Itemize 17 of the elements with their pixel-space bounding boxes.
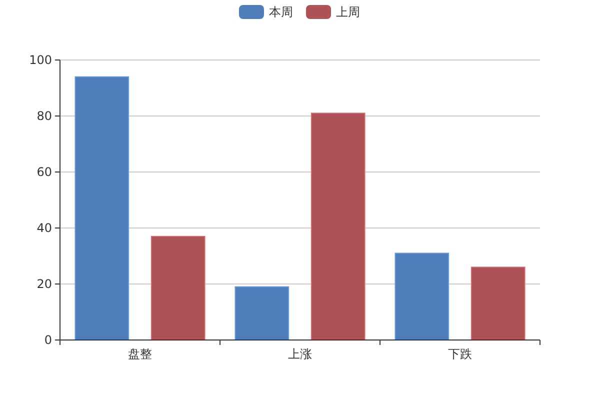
x-tick-label: 下跌 [448, 347, 472, 361]
bar [470, 266, 526, 340]
y-tick-label: 40 [36, 221, 52, 236]
y-tick-label: 20 [36, 277, 52, 292]
y-tick-label: 60 [36, 165, 52, 180]
x-tick-label: 上涨 [288, 347, 312, 361]
bar [234, 286, 290, 340]
y-tick-label: 100 [29, 53, 52, 68]
bar [150, 236, 206, 340]
x-tick-label: 盘整 [128, 347, 152, 361]
y-tick-label: 80 [36, 109, 52, 124]
bar [310, 112, 366, 340]
bar [74, 76, 130, 340]
y-tick-label: 0 [44, 333, 52, 348]
bar [394, 252, 450, 340]
legend-label: 上周 [336, 5, 360, 20]
legend-label: 本周 [269, 5, 293, 20]
